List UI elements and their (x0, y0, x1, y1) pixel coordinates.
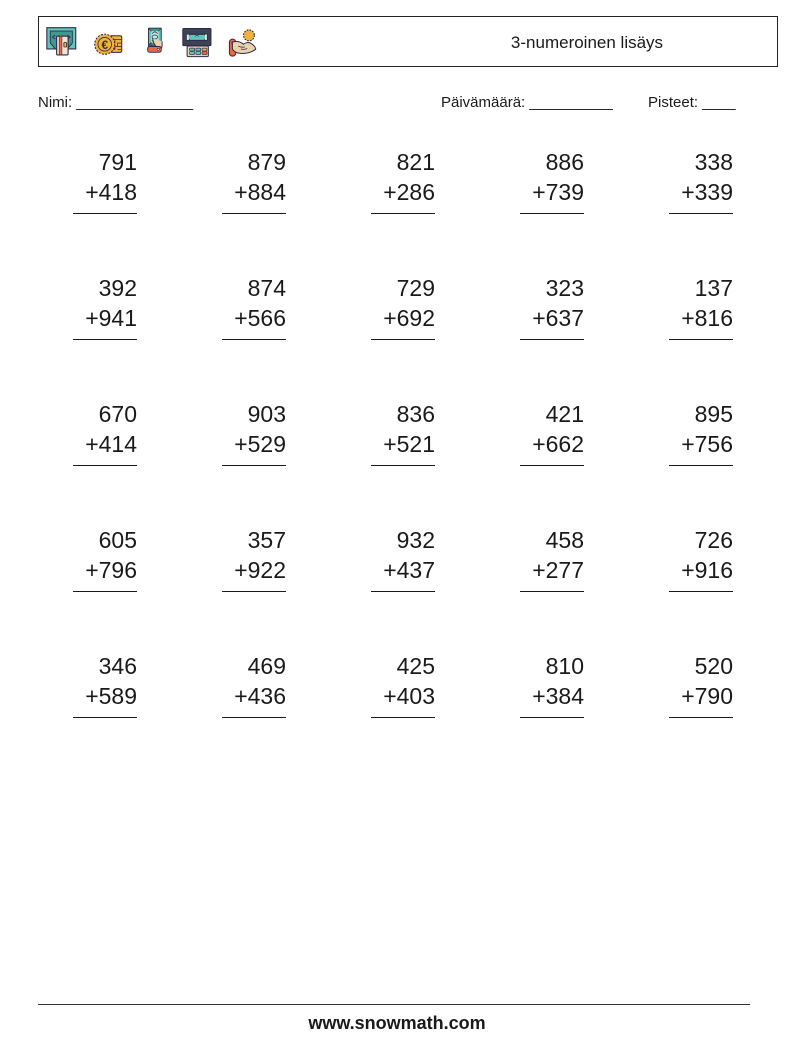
svg-text:€: € (101, 38, 108, 52)
